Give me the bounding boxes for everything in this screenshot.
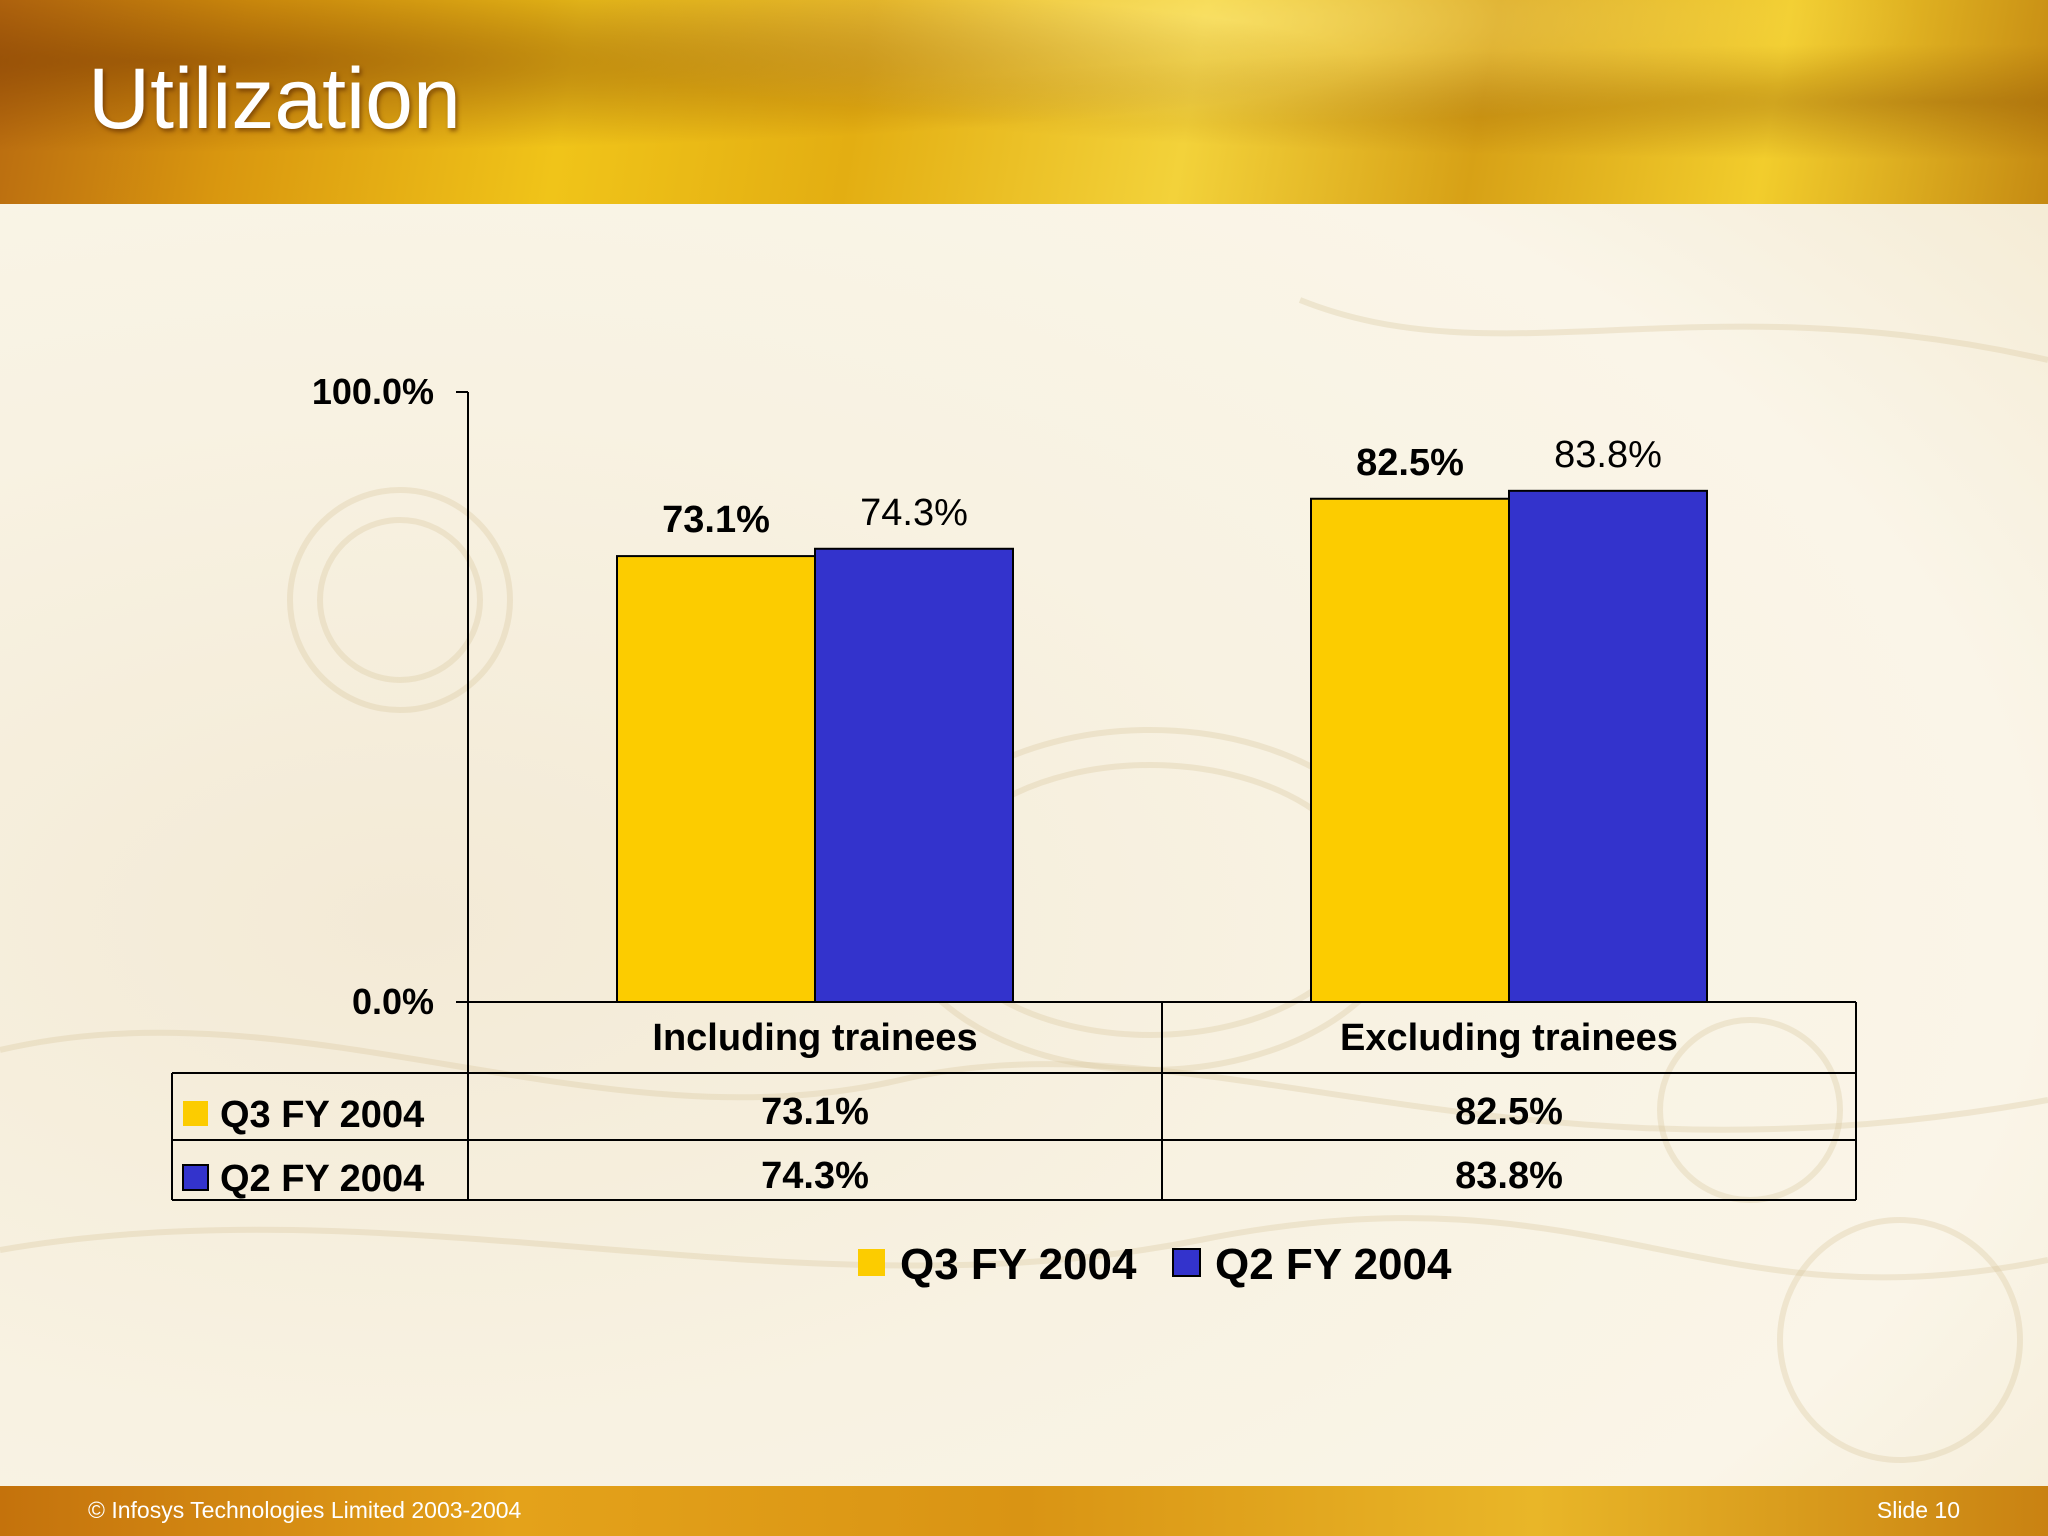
legend-label: Q3 FY 2004 <box>900 1240 1137 1289</box>
legend-swatch <box>1172 1248 1201 1277</box>
footer-band <box>0 1486 2048 1536</box>
legend-label: Q2 FY 2004 <box>1215 1240 1452 1289</box>
header-shade <box>0 0 2048 204</box>
table-cell: 83.8% <box>1455 1155 1563 1197</box>
bar <box>814 547 1014 1004</box>
footer-copyright: © Infosys Technologies Limited 2003-2004 <box>88 1497 522 1523</box>
table-cell: 82.5% <box>1455 1091 1563 1133</box>
data-label: 82.5% <box>1356 442 1464 484</box>
y-tick-label: 100.0% <box>312 371 434 412</box>
table-cell: 73.1% <box>761 1091 869 1133</box>
table-series-swatch <box>183 1101 208 1126</box>
axis-group: 100.0% 0.0% <box>312 371 469 1022</box>
data-label: 83.8% <box>1554 434 1662 476</box>
bar <box>1310 497 1510 1003</box>
bar <box>616 555 816 1004</box>
bar <box>1508 489 1708 1003</box>
data-table-group: Including trainees 73.1% 74.3% Excluding tr… <box>171 1001 1857 1201</box>
table-cell: 74.3% <box>761 1155 869 1197</box>
slide-title: Utilization <box>88 51 461 147</box>
footer-slide-number: Slide 10 <box>1876 1497 1960 1523</box>
bars-group <box>616 489 1708 1004</box>
table-series-label: Q2 FY 2004 <box>220 1158 424 1200</box>
category-label: Including trainees <box>652 1017 977 1059</box>
data-label: 73.1% <box>662 499 770 541</box>
data-label: 74.3% <box>860 492 968 534</box>
legend-group: Q3 FY 2004 Q2 FY 2004 <box>858 1240 1452 1289</box>
legend-swatch <box>858 1249 885 1276</box>
data-labels-group: 73.1% 74.3% 82.5% 83.8% <box>662 434 1662 541</box>
category-label: Excluding trainees <box>1340 1017 1678 1059</box>
table-series-label: Q3 FY 2004 <box>220 1094 424 1136</box>
y-tick-label: 0.0% <box>352 981 434 1022</box>
table-series-swatch <box>182 1164 209 1191</box>
